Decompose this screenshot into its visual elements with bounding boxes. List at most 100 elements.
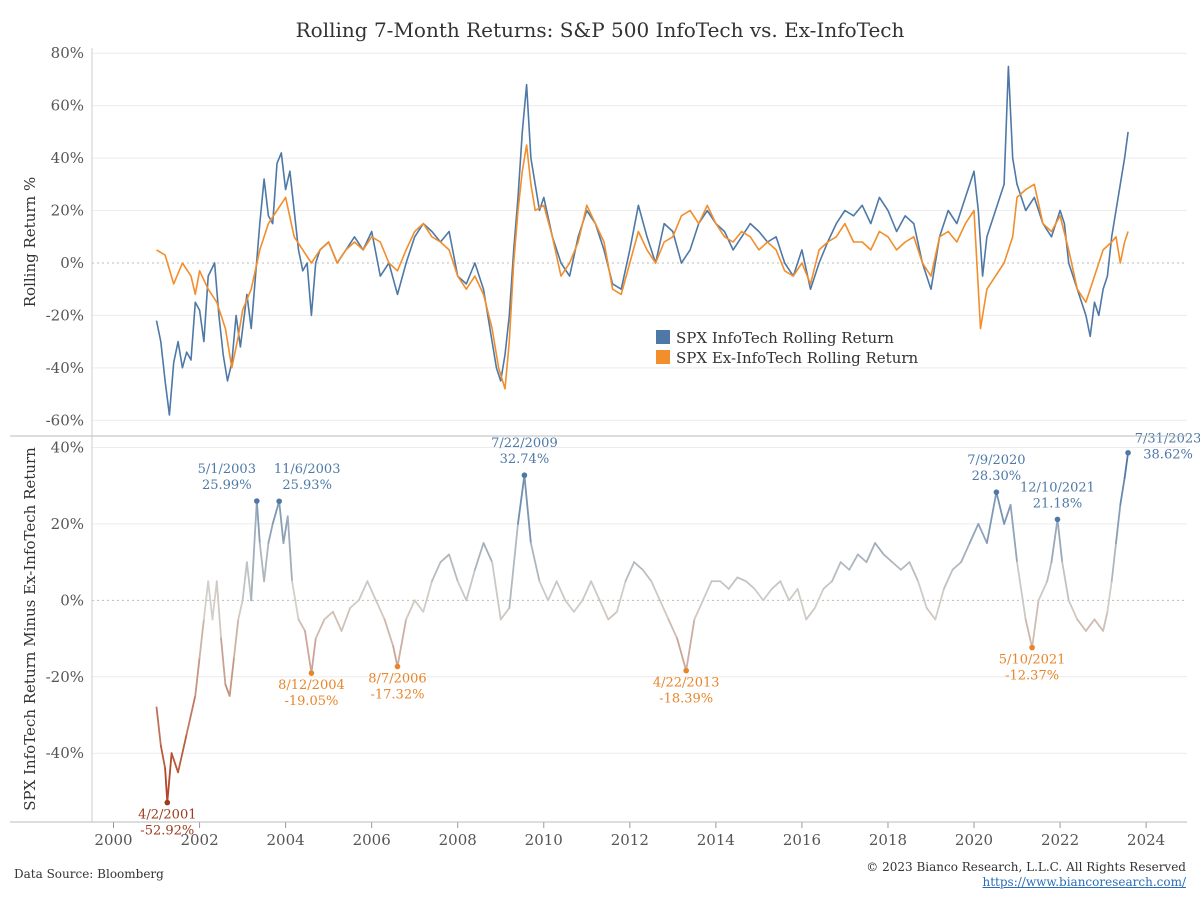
- spread-segment: [517, 474, 526, 525]
- spread-segment: [762, 587, 773, 602]
- spread-segment: [310, 637, 317, 675]
- legend-label: SPX InfoTech Rolling Return: [676, 329, 894, 347]
- chart-title: Rolling 7-Month Returns: S&P 500 InfoTec…: [296, 18, 905, 42]
- spread-segment: [667, 618, 679, 640]
- spread-segment: [529, 542, 541, 583]
- y-tick-label: 80%: [51, 44, 84, 62]
- spread-segment: [788, 587, 799, 602]
- spread-segment: [951, 561, 963, 571]
- spread-segment: [1016, 561, 1027, 621]
- spread-segment: [224, 683, 231, 697]
- spread-segment: [431, 561, 442, 583]
- spread-segment: [1003, 503, 1012, 525]
- annotation-value: 25.93%: [282, 478, 332, 493]
- spread-segment: [770, 580, 782, 590]
- spread-segment: [304, 630, 313, 675]
- y-tick-label: -20%: [46, 306, 84, 324]
- spread-segment: [166, 752, 173, 804]
- spread-segment: [185, 694, 197, 735]
- x-tick-label: 2006: [353, 831, 391, 849]
- spread-segment: [736, 576, 747, 583]
- annotation-date: 7/31/2023: [1135, 432, 1200, 447]
- spread-segment: [831, 561, 842, 583]
- spread-segment: [291, 580, 300, 621]
- spread-segment: [848, 553, 859, 571]
- annotation-dot: [993, 489, 1000, 495]
- spread-segment: [727, 576, 739, 590]
- website-link[interactable]: https://www.biancoresearch.com/: [982, 875, 1186, 889]
- spread-segment: [1110, 542, 1117, 583]
- spread-segment: [194, 656, 201, 697]
- spread-segment: [891, 561, 902, 571]
- spread-segment: [839, 561, 851, 571]
- spread-segment: [349, 599, 360, 609]
- spread-segment: [413, 599, 425, 613]
- spread-segment: [465, 568, 476, 602]
- spread-segment: [1024, 618, 1034, 649]
- spread-segment: [1046, 561, 1053, 583]
- annotation-date: 7/9/2020: [967, 453, 1025, 468]
- spread-segment: [693, 599, 704, 621]
- y-tick-label: 40%: [51, 438, 84, 456]
- legend-swatch: [656, 330, 670, 344]
- spread-segment: [986, 491, 998, 544]
- x-tick-label: 2018: [869, 831, 907, 849]
- spread-segment: [228, 656, 235, 697]
- spread-segment: [282, 515, 289, 544]
- annotation-value: -12.37%: [1005, 669, 1059, 684]
- spread-segment: [323, 610, 334, 621]
- annotation-value: 25.99%: [202, 478, 252, 493]
- legend-label: SPX Ex-InfoTech Rolling Return: [676, 349, 919, 367]
- spread-segment: [719, 580, 730, 590]
- spread-segment: [650, 580, 661, 602]
- spread-segment: [405, 599, 416, 621]
- copyright-block: © 2023 Bianco Research, L.L.C. All Right…: [866, 860, 1186, 890]
- spread-segment: [357, 580, 369, 602]
- spread-segment: [899, 561, 911, 571]
- x-tick-label: 2004: [267, 831, 305, 849]
- spread-segment: [1067, 599, 1079, 621]
- spread-segment: [813, 587, 825, 609]
- spread-segment: [491, 561, 502, 621]
- spread-segment: [366, 580, 377, 602]
- spread-segment: [616, 580, 627, 613]
- spread-segment: [211, 580, 218, 621]
- annotation-date: 7/22/2009: [491, 436, 558, 451]
- annotation-date: 11/6/2003: [274, 462, 341, 477]
- spread-segment: [207, 580, 214, 621]
- annotation-dot: [308, 670, 315, 676]
- spread-segment: [745, 580, 756, 590]
- spread-segment: [1056, 518, 1064, 564]
- spread-segment: [943, 568, 954, 590]
- spread-segment: [856, 553, 868, 564]
- spread-segment: [278, 500, 285, 544]
- spread-segment: [439, 553, 451, 564]
- spread-segment: [659, 599, 670, 621]
- legend-swatch: [656, 350, 670, 364]
- spread-segment: [314, 618, 326, 640]
- spread-segment: [641, 568, 653, 583]
- spread-segment: [1076, 618, 1087, 632]
- x-tick-label: 2014: [697, 831, 735, 849]
- y-tick-label: 60%: [51, 97, 84, 115]
- spread-segment: [215, 580, 222, 640]
- annotation-value: 32.74%: [500, 452, 550, 467]
- y-tick-label: 40%: [51, 149, 84, 167]
- spread-segment: [624, 561, 636, 583]
- spread-segment: [968, 523, 980, 544]
- spread-segment: [960, 542, 971, 564]
- x-tick-label: 2000: [94, 831, 132, 849]
- spread-segment: [633, 561, 644, 571]
- copyright-text: © 2023 Bianco Research, L.L.C. All Right…: [866, 860, 1186, 874]
- spread-segment: [1123, 451, 1129, 479]
- spread-segment: [1106, 580, 1113, 613]
- annotation-dot: [394, 663, 401, 670]
- spread-segment: [685, 618, 696, 672]
- x-tick-label: 2016: [783, 831, 821, 849]
- spread-segment: [1009, 503, 1018, 564]
- spread-segment: [1031, 599, 1040, 649]
- annotation-date: 4/2/2001: [138, 808, 196, 823]
- spread-segment: [255, 500, 261, 544]
- x-tick-label: 2008: [439, 831, 477, 849]
- spread-segment: [177, 733, 188, 774]
